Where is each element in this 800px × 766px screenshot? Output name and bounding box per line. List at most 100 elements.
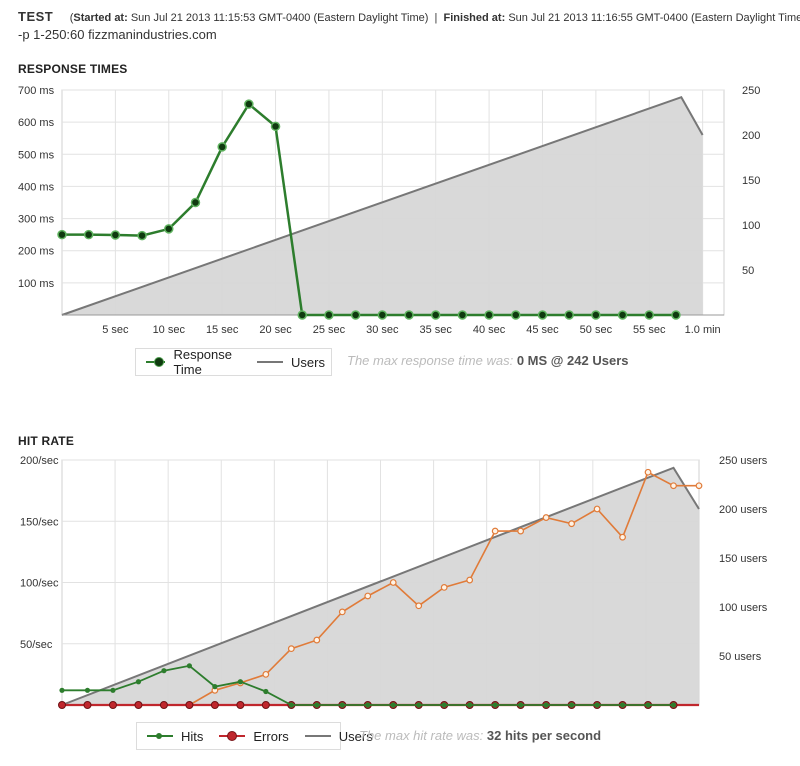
response-time-point	[671, 310, 681, 320]
finished-label: Finished at:	[443, 12, 506, 24]
throughput-point	[440, 583, 448, 591]
throughput-point	[644, 468, 652, 476]
errors-point	[261, 701, 270, 709]
hit-rate-chart: 50/sec 100/sec 150/sec 200/sec 50 users 100 …	[20, 455, 768, 709]
response-time-point	[270, 121, 281, 132]
y-left-tick-label: 700 ms	[18, 85, 55, 97]
y-right-tick-label: 150	[742, 175, 760, 187]
y-right-tick-label: 50	[742, 265, 754, 277]
throughput-point	[670, 482, 677, 490]
y-right-tick-label: 250 users	[719, 455, 768, 467]
started-value: Sun Jul 21 2013 11:15:53 GMT-0400 (Easte…	[130, 12, 429, 24]
errors-point	[83, 701, 92, 709]
y-left-tick-label: 600 ms	[18, 117, 55, 129]
response-time-point	[404, 310, 414, 320]
report-header: TEST (Started at: Sun Jul 21 2013 11:15:…	[18, 8, 800, 26]
hit-max-note: The max hit rate was: 32 hits per second	[359, 728, 601, 743]
test-title: TEST	[18, 9, 54, 24]
hits-point	[492, 702, 498, 708]
response-legend: Response Time Users	[135, 347, 332, 377]
hits-point	[543, 702, 549, 708]
hits-point	[619, 702, 626, 708]
throughput-point	[466, 576, 474, 584]
response-time-point	[484, 310, 494, 320]
legend-hits-label: Hits	[181, 728, 204, 744]
response-time-point	[190, 197, 201, 208]
response-time-point	[564, 310, 574, 320]
errors-point	[108, 701, 117, 709]
response-time-point	[217, 142, 227, 152]
errors-point	[210, 701, 219, 709]
legend-users[interactable]: Users	[257, 355, 325, 370]
throughput-point	[313, 636, 321, 644]
users-line	[61, 466, 700, 706]
hits-point	[390, 702, 396, 708]
throughput-point	[619, 533, 626, 541]
hits-point	[84, 687, 91, 693]
legend-users[interactable]: Users	[304, 728, 373, 744]
y-right-tick-label: 200	[742, 130, 760, 142]
x-tick-label: 25 sec	[313, 324, 346, 336]
legend-hits[interactable]: Hits	[147, 729, 203, 744]
errors-point	[185, 701, 194, 709]
throughput-point	[542, 514, 550, 521]
y-right-tick-label: 100	[742, 220, 760, 232]
throughput-point	[568, 520, 575, 528]
legend-users-swatch	[304, 735, 331, 737]
response-time-point	[244, 99, 254, 109]
throughput-point	[389, 579, 397, 586]
legend-errors[interactable]: Errors	[219, 729, 289, 744]
response-time-point	[644, 310, 655, 320]
hits-point	[59, 687, 65, 693]
hits-point	[645, 702, 651, 708]
hit-rate-legend: Hits Errors Users	[136, 722, 373, 750]
response-time-point	[164, 224, 174, 234]
throughput-point	[491, 527, 499, 535]
hits-point	[594, 702, 600, 708]
legend-response-label: Response Time	[173, 347, 232, 377]
hits-point	[212, 684, 218, 690]
x-tick-label: 15 sec	[206, 324, 239, 336]
hits-point	[314, 702, 320, 708]
y-left-tick-label: 50/sec	[20, 639, 53, 651]
x-tick-label: 40 sec	[473, 324, 506, 336]
errors-point	[236, 701, 245, 709]
response-time-point	[457, 310, 468, 320]
response-time-point	[137, 230, 147, 241]
y-left-tick-label: 300 ms	[18, 214, 55, 226]
errors-point	[159, 701, 168, 709]
hits-point	[263, 688, 269, 695]
legend-errors-swatch	[219, 731, 246, 741]
response-time-point	[350, 310, 361, 320]
hits-point	[161, 668, 167, 674]
y-left-tick-label: 500 ms	[18, 149, 55, 161]
hits-point	[467, 702, 473, 708]
run-info: (Started at: Sun Jul 21 2013 11:15:53 GM…	[70, 12, 800, 24]
users-line	[61, 95, 704, 316]
x-tick-label: 5 sec	[102, 324, 129, 336]
y-left-tick-label: 100 ms	[18, 278, 55, 290]
hit-max-value: 32 hits per second	[486, 728, 602, 743]
separator: |	[434, 12, 438, 24]
legend-hits-swatch	[147, 733, 173, 739]
y-left-tick-label: 200/sec	[20, 455, 59, 467]
response-times-title: RESPONSE TIMES	[18, 62, 128, 76]
hits-point	[365, 702, 371, 708]
x-tick-label: 30 sec	[366, 324, 399, 336]
response-time-point	[537, 310, 548, 320]
throughput-point	[415, 602, 423, 610]
x-tick-label: 50 sec	[580, 324, 613, 336]
hit-max-prefix: The max hit rate was:	[359, 728, 484, 743]
response-time-point	[324, 310, 334, 320]
response-time-point	[511, 310, 521, 320]
y-right-tick-label: 100 users	[719, 602, 768, 614]
y-right-tick-label: 250	[742, 85, 760, 97]
legend-users-label: Users	[338, 728, 373, 744]
finished-value: Sun Jul 21 2013 11:16:55 GMT-0400 (Easte…	[508, 12, 800, 24]
x-tick-label: 1.0 min	[685, 324, 721, 336]
response-time-point	[110, 230, 121, 240]
legend-response-time[interactable]: Response Time	[146, 347, 241, 377]
hits-point	[670, 702, 677, 708]
hits-point	[186, 663, 192, 669]
users-area	[62, 467, 699, 705]
